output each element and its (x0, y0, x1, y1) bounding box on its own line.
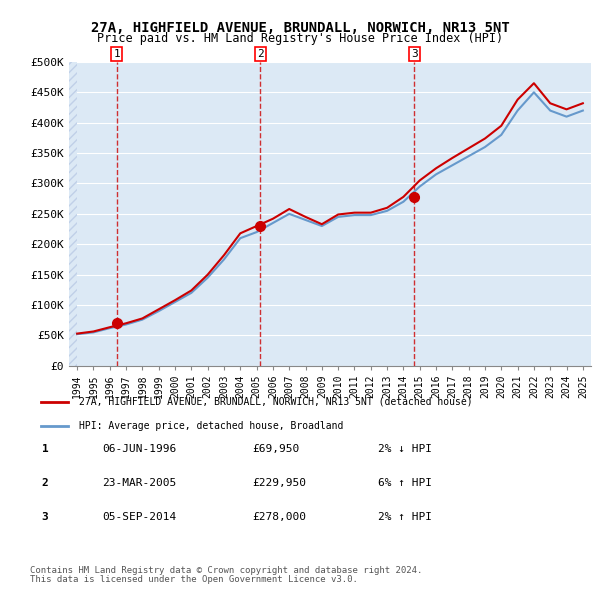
Text: 05-SEP-2014: 05-SEP-2014 (102, 513, 176, 522)
Text: 27A, HIGHFIELD AVENUE, BRUNDALL, NORWICH, NR13 5NT (detached house): 27A, HIGHFIELD AVENUE, BRUNDALL, NORWICH… (79, 397, 473, 407)
Text: HPI: Average price, detached house, Broadland: HPI: Average price, detached house, Broa… (79, 421, 344, 431)
Text: Price paid vs. HM Land Registry's House Price Index (HPI): Price paid vs. HM Land Registry's House … (97, 32, 503, 45)
Text: £69,950: £69,950 (252, 444, 299, 454)
Text: £278,000: £278,000 (252, 513, 306, 522)
Text: 2% ↓ HPI: 2% ↓ HPI (378, 444, 432, 454)
Text: 6% ↑ HPI: 6% ↑ HPI (378, 478, 432, 488)
Text: 27A, HIGHFIELD AVENUE, BRUNDALL, NORWICH, NR13 5NT: 27A, HIGHFIELD AVENUE, BRUNDALL, NORWICH… (91, 21, 509, 35)
Bar (69, 62, 77, 366)
Text: 3: 3 (41, 513, 49, 522)
Text: Contains HM Land Registry data © Crown copyright and database right 2024.: Contains HM Land Registry data © Crown c… (30, 566, 422, 575)
Text: 2: 2 (41, 478, 49, 488)
Text: This data is licensed under the Open Government Licence v3.0.: This data is licensed under the Open Gov… (30, 575, 358, 584)
Text: 1: 1 (113, 49, 120, 59)
Text: 1: 1 (41, 444, 49, 454)
Text: £229,950: £229,950 (252, 478, 306, 488)
Text: 06-JUN-1996: 06-JUN-1996 (102, 444, 176, 454)
Text: 2: 2 (257, 49, 264, 59)
Text: 23-MAR-2005: 23-MAR-2005 (102, 478, 176, 488)
Text: 2% ↑ HPI: 2% ↑ HPI (378, 513, 432, 522)
Text: 3: 3 (411, 49, 418, 59)
